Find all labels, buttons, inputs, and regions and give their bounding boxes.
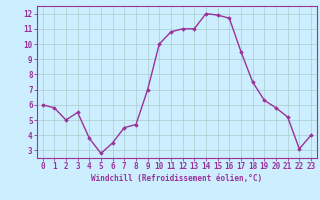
X-axis label: Windchill (Refroidissement éolien,°C): Windchill (Refroidissement éolien,°C) — [91, 174, 262, 183]
